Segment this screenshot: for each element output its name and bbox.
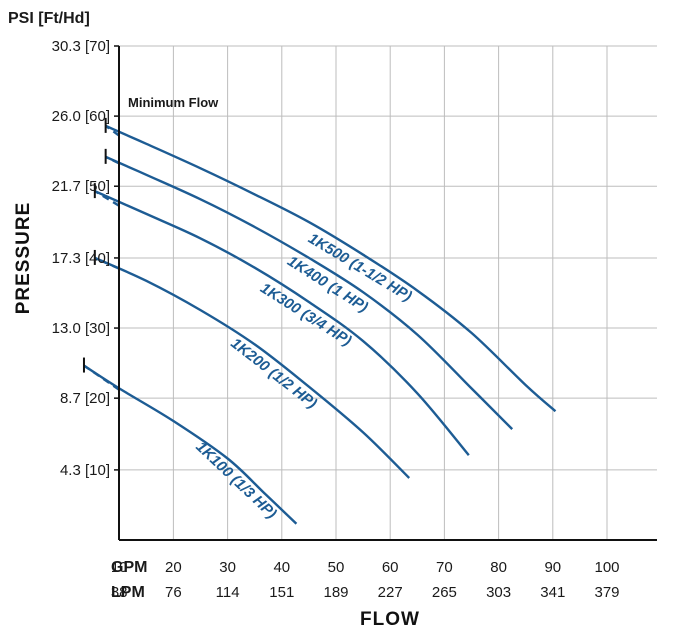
x-tick-label-gpm: 10 xyxy=(111,559,128,576)
y-tick-label: 30.3 [70] xyxy=(52,38,110,55)
lpm-row-label: LPM xyxy=(111,584,145,601)
x-tick-label-gpm: 70 xyxy=(436,559,453,576)
curve-line xyxy=(105,124,557,413)
x-tick-label-lpm: 114 xyxy=(216,584,240,601)
x-tick-label-gpm: 30 xyxy=(219,559,236,576)
curve-labels: 1K100 (1/3 HP)1K200 (1/2 HP)1K300 (3/4 H… xyxy=(192,230,414,522)
curve-label: 1K100 (1/3 HP) xyxy=(192,438,279,522)
x-tick-label-gpm: 50 xyxy=(328,559,345,576)
x-tick-label-gpm: 100 xyxy=(594,559,619,576)
x-tick-label-lpm: 265 xyxy=(432,584,457,601)
y-tick-label: 21.7 [50] xyxy=(52,178,110,195)
x-tick-label-gpm: 20 xyxy=(165,559,182,576)
y-tick-label: 8.7 [20] xyxy=(60,390,110,407)
curve-line xyxy=(94,256,411,479)
curve-label: 1K200 (1/2 HP) xyxy=(227,335,320,413)
x-tick-label-gpm: 40 xyxy=(273,559,290,576)
curve-line xyxy=(94,190,470,456)
curve-line xyxy=(83,364,298,525)
x-axis-title: FLOW xyxy=(360,609,420,630)
x-tick-label-lpm: 341 xyxy=(540,584,565,601)
y-unit-label: PSI [Ft/Hd] xyxy=(8,10,90,27)
chart-axes: 4.3 [10] 8.7 [20] 13.0 [30] 17.3 [40] 21.7 [… xyxy=(52,38,657,601)
x-tick-label-gpm: 80 xyxy=(490,559,507,576)
gpm-row-label: GPM xyxy=(111,559,147,576)
x-tick-label-lpm: 303 xyxy=(486,584,511,601)
x-tick-label-lpm: 189 xyxy=(323,584,348,601)
x-tick-label-lpm: 38 xyxy=(111,584,128,601)
x-tick-label-gpm: 90 xyxy=(544,559,561,576)
x-tick-label-lpm: 76 xyxy=(165,584,182,601)
minimum-flow-markers xyxy=(82,117,107,373)
y-tick-label: 26.0 [60] xyxy=(52,108,110,125)
minimum-flow-label: Minimum Flow xyxy=(128,95,219,110)
y-tick-label: 13.0 [30] xyxy=(52,320,110,337)
x-tick-label-gpm: 60 xyxy=(382,559,399,576)
curve-line xyxy=(105,155,514,430)
y-tick-label: 17.3 [40] xyxy=(52,250,110,267)
y-axis-title: PRESSURE xyxy=(13,202,34,315)
x-tick-label-lpm: 227 xyxy=(378,584,403,601)
chart-grid xyxy=(118,45,657,540)
y-tick-label: 4.3 [10] xyxy=(60,462,110,479)
x-tick-label-lpm: 379 xyxy=(594,584,619,601)
x-tick-label-lpm: 151 xyxy=(269,584,294,601)
